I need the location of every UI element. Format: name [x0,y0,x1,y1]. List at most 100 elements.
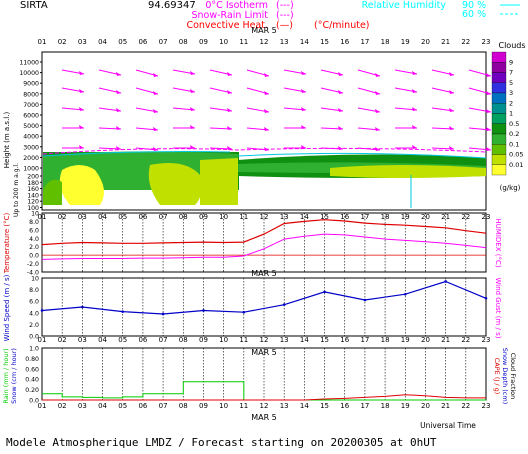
wind-arrow-head [412,145,417,149]
legend-2-symbol: (—) [276,20,293,31]
precip-tick-0.0: 0.0 [29,398,39,405]
precip-tick-0.80: 0.80 [25,356,39,363]
cloud-yellow-1 [59,165,104,205]
wind-tick-8.0: 8.0 [29,287,39,294]
wind-arrow-head [227,126,232,130]
p4-hour-tick-03: 03 [78,402,87,410]
wind-tick-2.0: 2.0 [29,322,39,329]
cloud-field [42,147,487,208]
p4-hour-tick-09: 09 [199,402,208,410]
clouds-scale-swatch-10 [491,154,507,165]
wind-arrow-head [412,89,417,93]
top-hour-tick-01: 01 [38,38,47,46]
wind-arrow-head [449,126,454,130]
top-hour-tick-10: 10 [219,38,228,46]
legend-1-label: Snow-Rain Limit [191,10,268,21]
p4-hour-tick-14: 14 [300,402,309,410]
p3-hour-tick-20: 20 [421,336,430,344]
rain-line [42,381,486,401]
wind-arrow-head [153,91,158,95]
p3-hour-tick-15: 15 [320,336,329,344]
top-hour-tick-16: 16 [340,38,349,46]
p3-hour-tick-03: 03 [78,336,87,344]
top-hour-tick-02: 02 [58,38,67,46]
height-tick-160: 160 [27,186,39,193]
p4-hour-tick-18: 18 [381,402,390,410]
height-tick-1000: 1000 [23,166,39,173]
wind-tick-6.0: 6.0 [29,299,39,306]
top-hour-tick-22: 22 [461,38,470,46]
height-tick-4000: 4000 [23,134,39,141]
top-hour-tick-13: 13 [280,38,289,46]
snow-depth-axis-label: Snow Depth (cm) [501,348,509,404]
top-hour-tick-07: 07 [159,38,168,46]
clouds-scale-unit: (g/kg) [500,184,521,192]
clouds-scale-label-7: 7 [509,69,513,77]
p4-hour-tick-06: 06 [138,402,147,410]
wind-arrow-head [449,146,454,150]
clouds-scale-swatch-2 [491,72,507,83]
wind-arrow-head [301,89,306,93]
rh90-line-right [237,152,487,159]
height-tick-6000: 6000 [23,113,39,120]
wind-arrow-head [190,89,195,93]
wind-point [40,309,44,312]
precip-tick-1.0: 1.0 [29,346,39,353]
legend-1-symbol: (---) [276,10,294,21]
top-hour-tick-12: 12 [260,38,269,46]
wind-arrow-head [301,125,306,129]
p4-hour-tick-11: 11 [239,402,248,410]
p3-hour-tick-16: 16 [340,336,349,344]
cloud-yellow-2 [148,162,202,205]
clouds-scale-label-2: 2 [509,99,513,107]
wind-arrow-head [264,73,269,77]
wind-arrow-head [79,89,84,93]
rain-axis-label: Rain (mm / hour) [2,348,10,403]
wind-point [242,310,246,314]
top-hour-tick-03: 03 [78,38,87,46]
p3-hour-tick-19: 19 [401,336,410,344]
wind-arrow-head [264,147,269,151]
clouds-scale-label-0.01: 0.01 [509,161,523,169]
p4-hour-tick-21: 21 [441,402,450,410]
rh-legend-60: 60 % [462,9,486,20]
clouds-scale-label-0.1: 0.1 [509,140,519,148]
p3-hour-tick-08: 08 [179,336,188,344]
wind-point [282,303,286,306]
wind-arrow-head [79,107,84,111]
p3-hour-tick-14: 14 [300,336,309,344]
wind-arrow-head [375,91,380,95]
wind-arrow-head [264,127,269,131]
wind-arrow-head [375,109,380,113]
cloud-right-light [330,165,486,178]
wind-arrow-head [338,126,343,130]
p4-hour-tick-10: 10 [219,402,228,410]
wind-arrow-head [486,91,491,95]
p3-hour-tick-21: 21 [441,336,450,344]
wind-arrow-head [227,72,232,76]
wind-arrow-head [227,146,232,150]
cape-line [42,394,486,401]
clouds-scale-swatch-5 [491,103,507,114]
p4-hour-tick-02: 02 [58,402,67,410]
wind-arrow-head [264,91,269,95]
clouds-scale-swatch-11 [491,164,507,176]
temperature-axis-label: Temperature (°C) [3,213,11,275]
wind-arrow-head [153,73,158,77]
legend-0-symbol: (---) [276,0,294,11]
wind-arrow-head [486,127,491,131]
top-hour-tick-19: 19 [401,38,410,46]
temperature-tick-10: 10 [31,211,39,218]
rh90-line-left [42,151,231,157]
height-axis-label-2: Up to 200 m a.g.l. [13,163,20,217]
wind-arrow-head [486,73,491,77]
wind-arrow-head [338,90,343,94]
wind-arrow-head [301,107,306,111]
p3-hour-tick-22: 22 [461,336,470,344]
top-hour-tick-18: 18 [381,38,390,46]
p4-hour-tick-12: 12 [260,402,269,410]
p3-hour-tick-18: 18 [381,336,390,344]
wind-point [121,310,125,313]
clouds-scale-swatch-4 [491,92,507,104]
legend-2-label: Convective Heat. [186,20,268,31]
